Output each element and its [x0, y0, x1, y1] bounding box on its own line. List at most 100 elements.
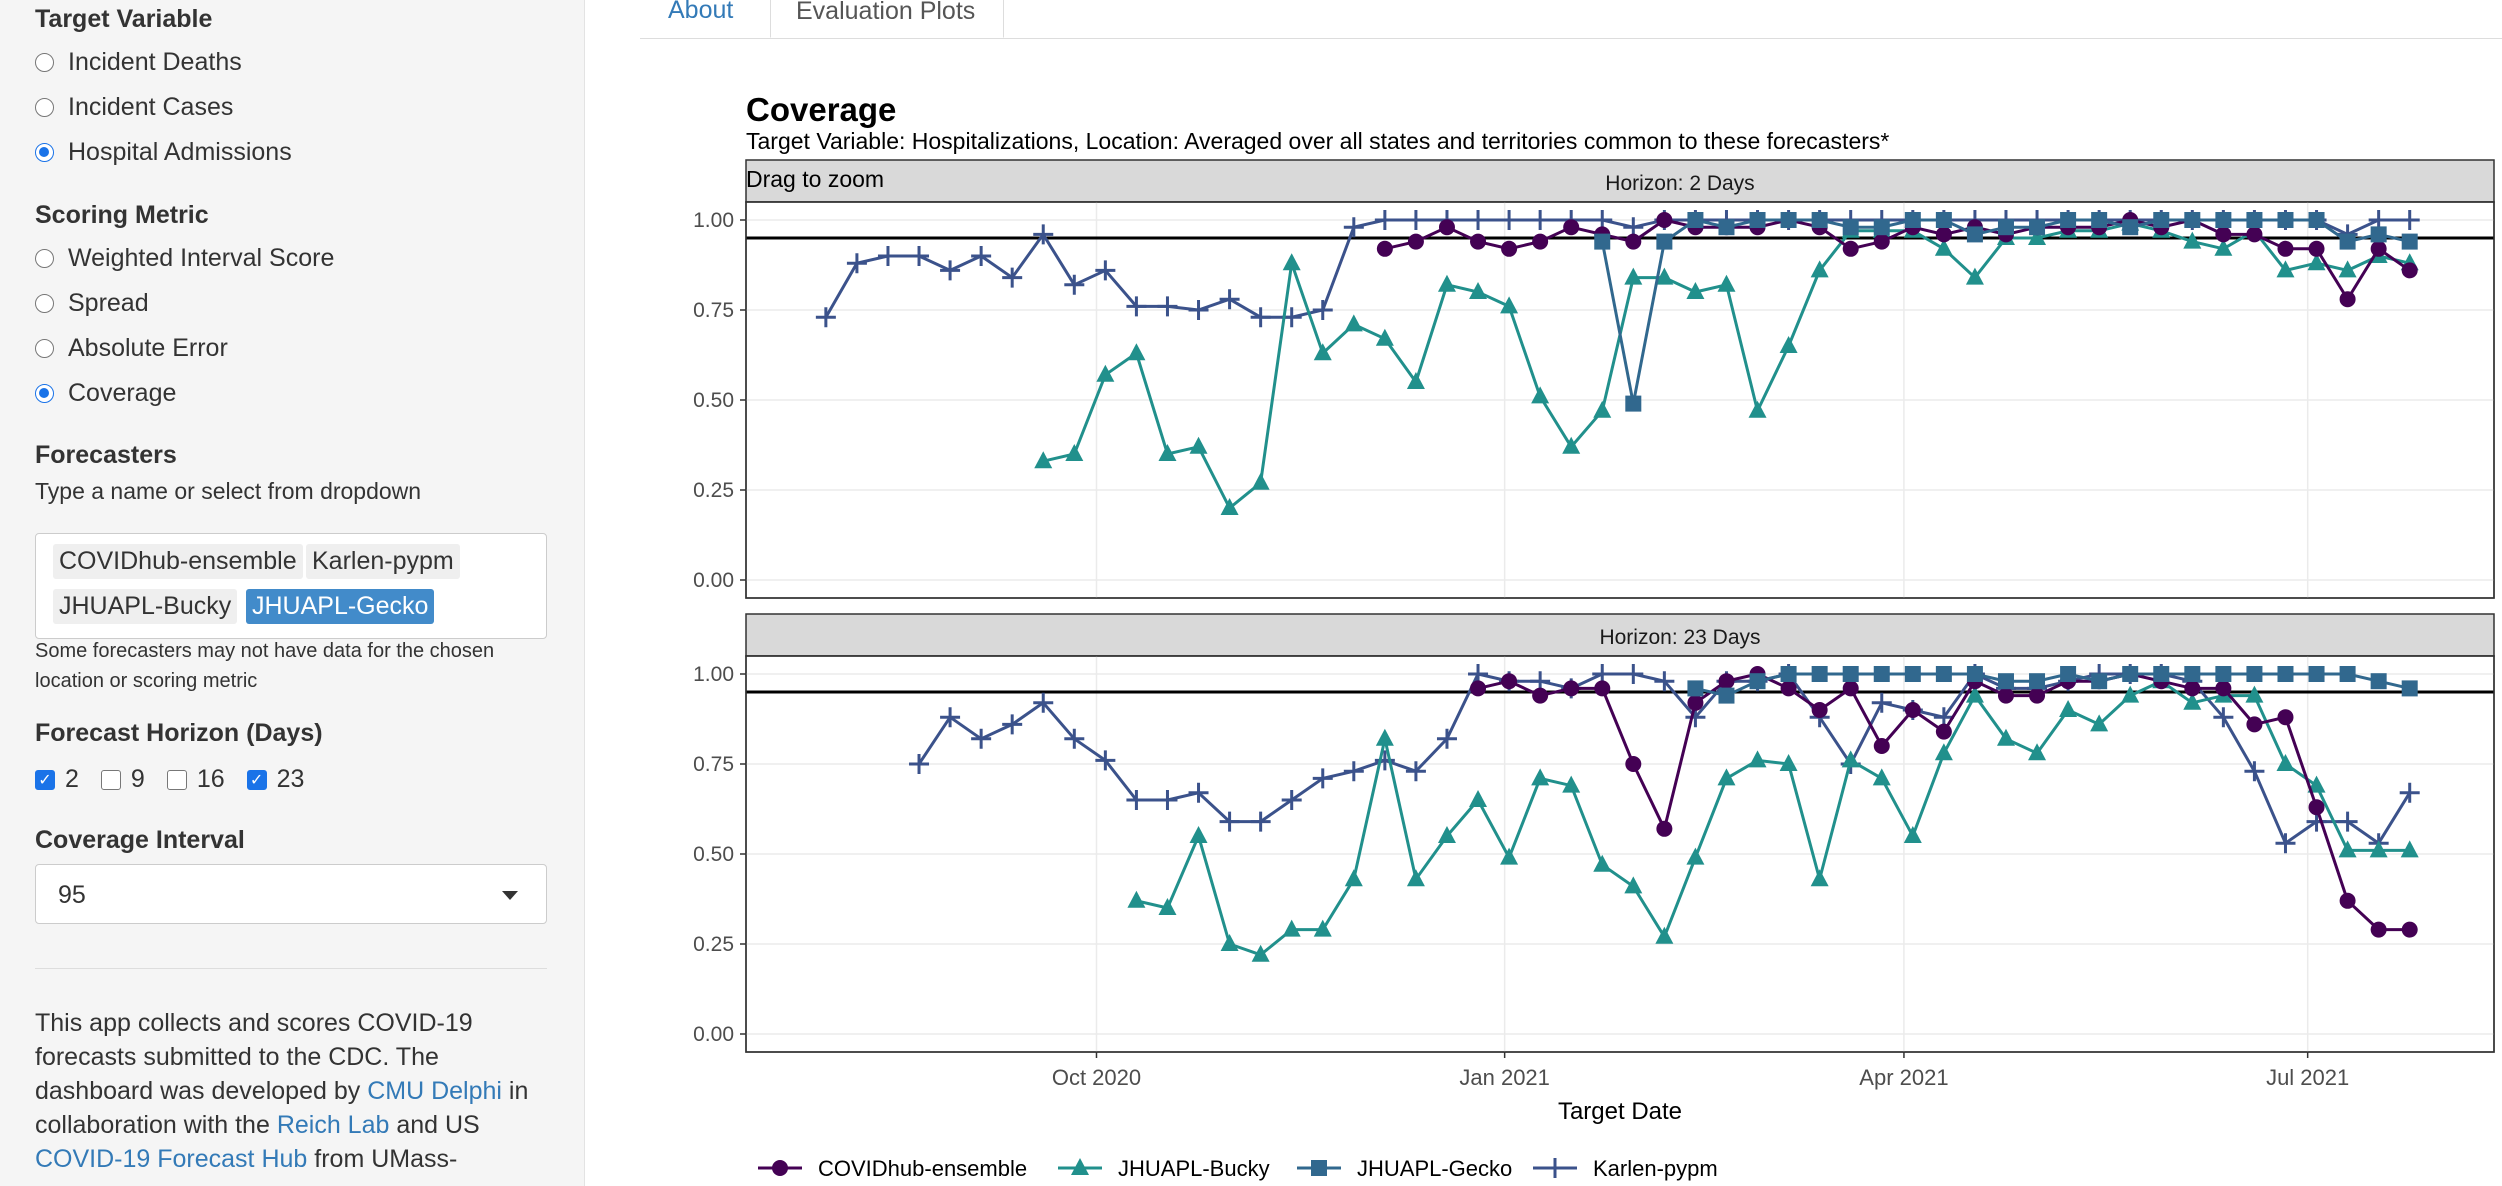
data-point — [2244, 761, 2265, 782]
y-tick-label: 1.00 — [693, 663, 734, 686]
data-point — [2307, 775, 2326, 793]
y-tick-label: 0.25 — [693, 933, 734, 956]
radio-button[interactable] — [35, 98, 54, 117]
radio-button[interactable] — [35, 53, 54, 72]
data-point — [1157, 296, 1178, 317]
data-point — [1376, 240, 1393, 257]
radio-button-selected[interactable] — [35, 384, 54, 403]
facet-strip — [745, 613, 2495, 657]
data-point — [846, 253, 867, 274]
forecaster-chip[interactable]: Karlen-pypm — [306, 544, 460, 579]
data-point — [1127, 890, 1146, 908]
data-point — [2215, 212, 2232, 228]
tab-about[interactable]: About — [668, 0, 758, 48]
data-point — [2308, 212, 2325, 228]
data-point — [1344, 314, 1363, 332]
radio-label: Coverage — [68, 379, 177, 407]
radio-button[interactable] — [35, 294, 54, 313]
series-line — [824, 218, 2410, 319]
link-reich-lab[interactable]: Reich Lab — [276, 1111, 390, 1139]
target-variable-title: Target Variable — [35, 5, 213, 33]
data-point — [1811, 702, 1828, 718]
data-point — [1904, 702, 1921, 718]
data-point — [2338, 260, 2357, 278]
data-point — [1188, 782, 1209, 803]
data-point — [1687, 680, 1704, 697]
radio-incident-deaths[interactable]: Incident Deaths — [35, 48, 242, 77]
data-point — [2184, 666, 2201, 682]
radio-coverage[interactable]: Coverage — [35, 379, 176, 408]
horizon-checkboxes: ✓ 2 9 16 ✓ 23 — [35, 765, 304, 794]
data-point — [1842, 680, 1859, 697]
data-point — [1624, 267, 1643, 285]
coverage-interval-select[interactable]: 95 — [35, 864, 547, 924]
checkbox-horizon-2[interactable]: ✓ — [35, 769, 55, 790]
radio-incident-cases[interactable]: Incident Cases — [35, 93, 233, 122]
data-point — [2153, 666, 2170, 682]
forecaster-select-input[interactable]: COVIDhub-ensemble Karlen-pypm JHUAPL-Buc… — [35, 533, 547, 639]
checkbox-horizon-23[interactable]: ✓ — [246, 769, 267, 790]
data-point — [1220, 498, 1239, 515]
data-point — [1313, 343, 1332, 361]
checkbox-horizon-9[interactable] — [100, 769, 121, 790]
forecasters-note-line: location or scoring metric — [35, 670, 258, 692]
data-point — [1656, 820, 1673, 837]
tab-evaluation-plots[interactable]: Evaluation Plots — [770, 0, 1004, 38]
link-forecast-hub[interactable]: COVID-19 Forecast Hub — [35, 1145, 308, 1173]
legend-label: Karlen-pypm — [1593, 1156, 1718, 1181]
coverage-interval-title: Coverage Interval — [35, 826, 245, 854]
radio-button[interactable] — [35, 249, 54, 268]
radio-spread[interactable]: Spread — [35, 289, 149, 318]
data-point — [1841, 750, 1860, 768]
data-point — [1064, 274, 1085, 295]
data-point — [2121, 685, 2140, 703]
data-point — [1375, 328, 1394, 346]
data-point — [1219, 289, 1240, 310]
data-point — [1437, 274, 1456, 292]
forecaster-chip[interactable]: COVIDhub-ensemble — [53, 544, 303, 579]
data-point — [1189, 826, 1208, 843]
data-point — [2339, 666, 2356, 682]
data-point — [2276, 754, 2295, 771]
data-point — [2370, 240, 2387, 257]
data-point — [1935, 212, 1952, 228]
radio-hospital-admissions[interactable]: Hospital Admissions — [35, 138, 292, 167]
data-point — [2183, 692, 2202, 710]
checkbox-horizon-16[interactable] — [166, 769, 187, 790]
forecaster-chip-selected[interactable]: JHUAPL-Gecko — [246, 589, 435, 624]
data-point — [1935, 666, 1952, 682]
radio-absolute-error[interactable]: Absolute Error — [35, 334, 228, 363]
series-line — [1384, 218, 2411, 303]
data-point — [971, 246, 992, 266]
forecaster-chip[interactable]: JHUAPL-Bucky — [53, 589, 238, 624]
data-point — [2401, 262, 2418, 279]
data-point — [1718, 673, 1735, 690]
data-point — [1033, 224, 1054, 245]
x-tick-label: Jan 2021 — [1459, 1065, 1550, 1090]
data-point — [1563, 680, 1580, 697]
data-point — [2399, 210, 2420, 230]
data-point — [1407, 233, 1424, 250]
data-point — [1127, 343, 1146, 361]
data-point — [1873, 219, 1890, 236]
radio-button-selected[interactable] — [35, 143, 54, 162]
data-point — [2308, 666, 2325, 682]
radio-weighted-interval-score[interactable]: Weighted Interval Score — [35, 244, 334, 273]
data-point — [2400, 840, 2419, 858]
legend-label: COVIDhub-ensemble — [818, 1156, 1027, 1181]
data-point — [1780, 212, 1797, 228]
link-cmu-delphi[interactable]: CMU Delphi — [367, 1077, 502, 1105]
drag-to-zoom-hint: Drag to zoom — [746, 166, 885, 192]
data-point — [909, 246, 930, 266]
radio-button[interactable] — [35, 339, 54, 358]
data-point — [1593, 400, 1612, 418]
tab-label: About — [668, 0, 734, 24]
data-point — [1374, 210, 1395, 230]
about-text-part: and US — [389, 1111, 480, 1139]
data-point — [1687, 694, 1704, 711]
series-line — [1136, 679, 2410, 957]
data-point — [1997, 673, 2014, 690]
data-point — [1749, 212, 1766, 228]
plot-subtitle: Target Variable: Hospitalizations, Locat… — [746, 128, 1890, 154]
